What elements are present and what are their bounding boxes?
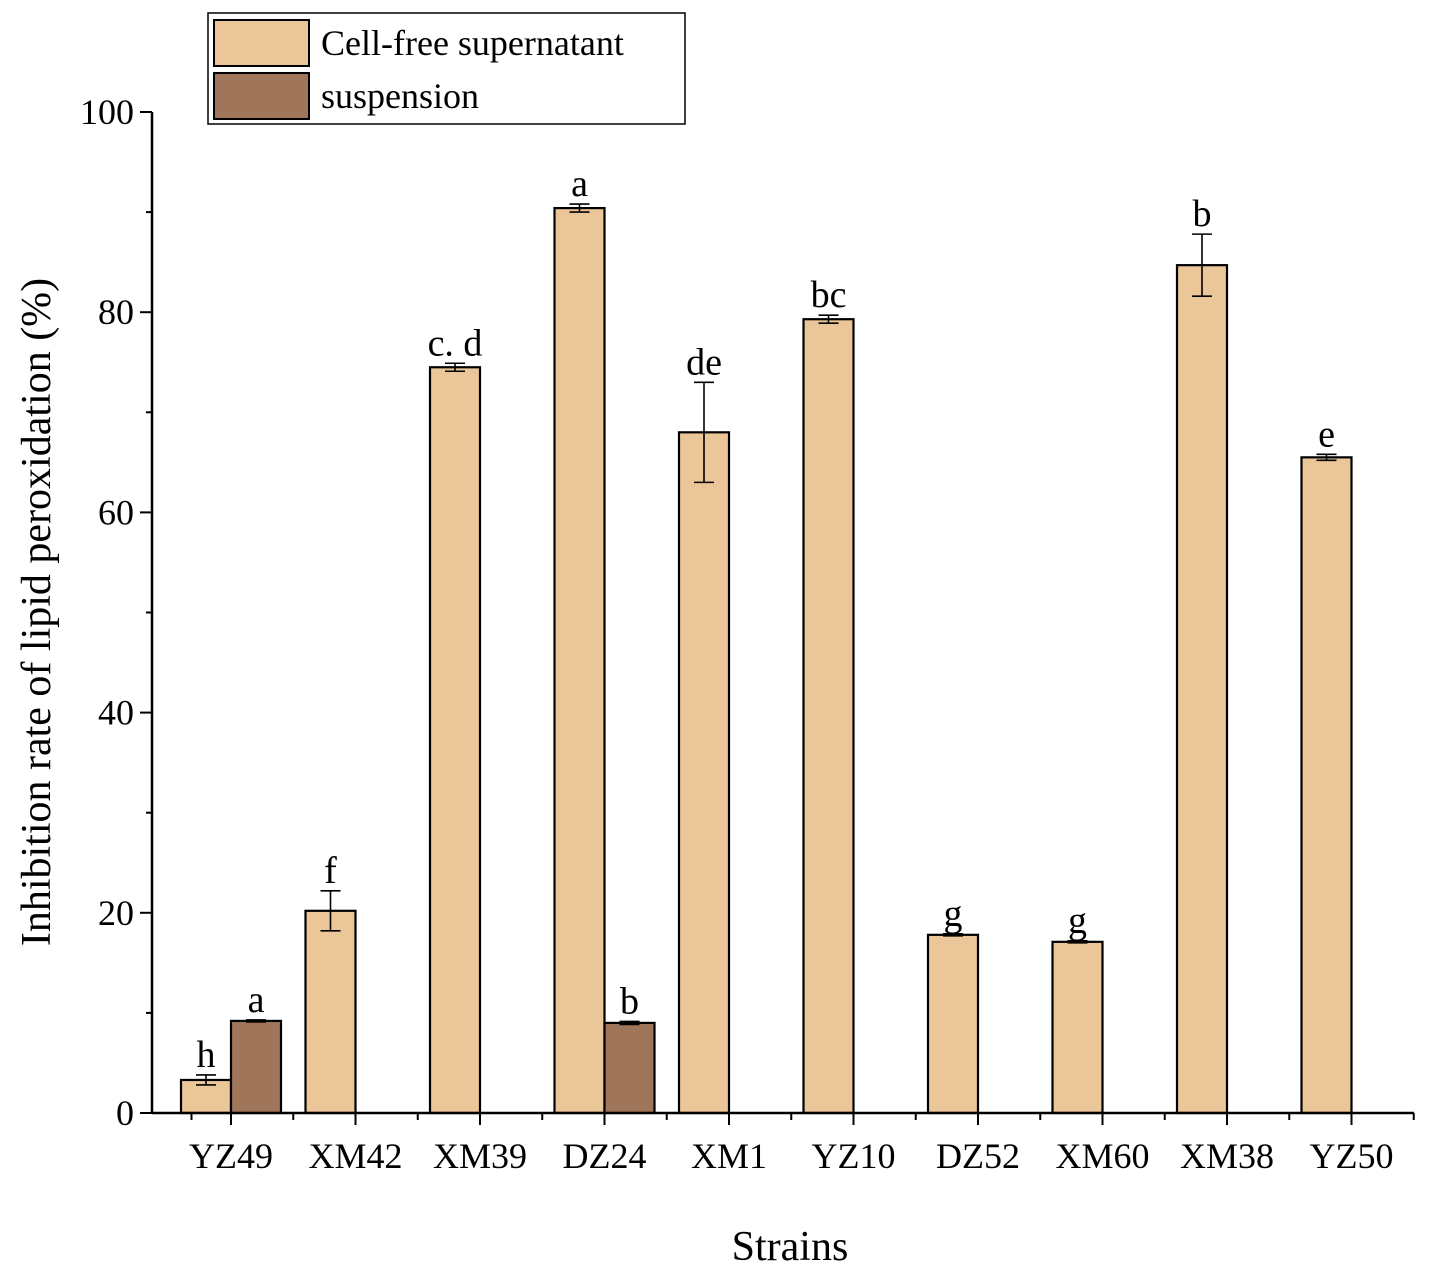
- x-tick-label-dz24: DZ24: [563, 1136, 647, 1176]
- y-tick-label: 60: [98, 492, 134, 532]
- x-tick-label-dz52: DZ52: [936, 1136, 1020, 1176]
- significance-labels-layer: h f c. d a de bc g g b e a b: [197, 163, 1335, 1076]
- significance-label: a: [248, 979, 265, 1021]
- significance-label: f: [324, 850, 337, 892]
- bar-supernatant-dz52: [926, 933, 980, 1115]
- significance-label: b: [1193, 193, 1212, 235]
- significance-label: de: [686, 341, 722, 383]
- bar-supernatant-yz10: [802, 318, 855, 1115]
- y-ticks: 0 20 40 60 80 100: [80, 92, 152, 1133]
- x-tick-label-xm39: XM39: [433, 1136, 527, 1176]
- x-ticks: YZ49 XM42 XM39 DZ24 XM1 YZ10 DZ52 XM60 XM38 YZ50: [189, 1113, 1415, 1176]
- legend: Cell-free supernatant suspension: [207, 12, 686, 125]
- bar-supernatant-xm60: [1051, 940, 1104, 1115]
- y-axis-title: Inhibition rate of lipid peroxidation (%…: [14, 278, 60, 946]
- significance-label: b: [620, 980, 639, 1022]
- x-tick-label-yz49: YZ49: [189, 1136, 273, 1176]
- bar-suspension-dz24: [603, 1021, 656, 1115]
- y-tick-label: 20: [98, 893, 134, 933]
- legend-label-supernatant: Cell-free supernatant: [321, 23, 624, 63]
- bar-supernatant-xm42: [304, 909, 357, 1115]
- bar-suspension-yz49: [229, 1019, 283, 1115]
- y-tick-label: 40: [98, 693, 134, 733]
- x-tick-label-xm1: XM1: [691, 1136, 767, 1176]
- significance-label: a: [571, 163, 588, 205]
- bar-supernatant-xm38: [1175, 264, 1229, 1115]
- x-tick-label-xm60: XM60: [1055, 1136, 1149, 1176]
- bar-supernatant-xm1: [677, 431, 731, 1115]
- x-tick-label-xm38: XM38: [1180, 1136, 1274, 1176]
- significance-label: e: [1318, 413, 1335, 455]
- legend-label-suspension: suspension: [321, 76, 479, 116]
- legend-swatch-supernatant: [213, 19, 310, 67]
- significance-label: g: [1068, 900, 1087, 942]
- y-tick-label: 100: [80, 92, 134, 132]
- bar-supernatant-xm39: [428, 366, 482, 1115]
- significance-label: bc: [811, 274, 847, 316]
- error-bars-layer: [196, 203, 1337, 1086]
- x-tick-label-xm42: XM42: [308, 1136, 402, 1176]
- x-tick-label-yz10: YZ10: [812, 1136, 896, 1176]
- significance-label: g: [944, 893, 963, 935]
- legend-swatch-suspension: [213, 72, 310, 120]
- significance-label: c. d: [428, 322, 483, 364]
- y-tick-label: 0: [116, 1093, 134, 1133]
- bars-layer: [179, 206, 1353, 1115]
- y-tick-label: 80: [98, 292, 134, 332]
- significance-label: h: [197, 1034, 216, 1076]
- bar-supernatant-yz50: [1300, 456, 1353, 1115]
- x-axis-title: Strains: [732, 1224, 849, 1270]
- bar-supernatant-dz24: [553, 206, 606, 1115]
- x-tick-label-yz50: YZ50: [1310, 1136, 1394, 1176]
